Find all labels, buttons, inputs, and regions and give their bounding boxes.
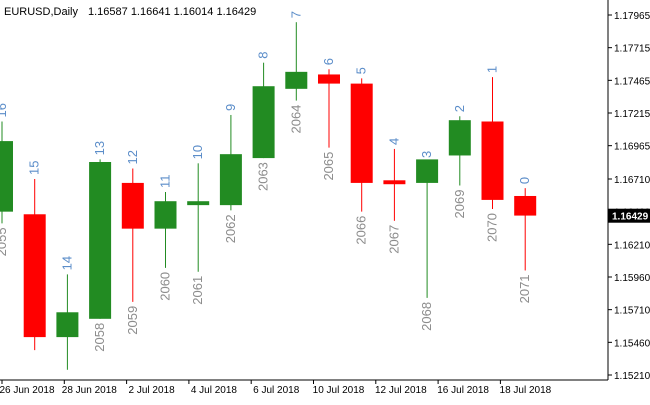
bar-index-label: 2071	[517, 274, 532, 303]
time-tick-label: 10 Jul 2018	[313, 385, 365, 396]
candle-body	[23, 214, 46, 338]
candle-7[interactable]	[219, 114, 242, 211]
price-tick-label: 1.17715	[614, 44, 650, 55]
symbol-label: EURUSD,Daily	[4, 6, 78, 18]
time-tick-label: 16 Jul 2018	[437, 385, 489, 396]
candle-body	[154, 201, 177, 229]
candle-12[interactable]	[383, 148, 406, 221]
bar-count-label: 15	[27, 161, 42, 175]
candle-body	[0, 141, 13, 212]
candle-3[interactable]	[89, 159, 112, 319]
time-tick-label: 12 Jul 2018	[375, 385, 427, 396]
candle-5[interactable]	[154, 192, 177, 268]
candle-body	[350, 83, 373, 183]
price-tick-label: 1.16210	[614, 240, 650, 251]
current-price-box	[608, 208, 650, 223]
bar-count-label: 14	[59, 256, 74, 270]
price-tick-label: 1.16710	[614, 175, 650, 186]
price-tick-label: 1.15960	[614, 273, 650, 284]
bar-index-label: 2058	[92, 323, 107, 352]
candle-body	[121, 182, 144, 229]
candle-body	[89, 162, 112, 319]
candle-body	[416, 159, 439, 183]
candle-body	[219, 154, 242, 206]
candle-8[interactable]	[252, 62, 275, 159]
candle-11[interactable]	[350, 78, 373, 212]
bar-count-label: 8	[256, 51, 271, 58]
candle-body	[252, 86, 275, 159]
bar-index-label: 2069	[452, 190, 467, 219]
time-tick-label: 28 Jun 2018	[62, 385, 117, 396]
price-tick-label: 1.17465	[614, 76, 650, 87]
candle-13[interactable]	[416, 159, 439, 298]
bar-index-label: 2065	[321, 152, 336, 181]
bar-index-label: 2067	[386, 225, 401, 254]
price-tick-label: 1.17215	[614, 109, 650, 120]
bar-index-label: 2063	[256, 162, 271, 191]
bar-number-labels: 1620551514132058122059112060102061920628…	[0, 11, 532, 352]
bar-index-label: 2070	[485, 213, 500, 242]
candle-2[interactable]	[56, 274, 79, 370]
bar-index-label: 2061	[190, 276, 205, 305]
bar-count-label: 7	[288, 11, 303, 18]
current-price-label: 1.16429	[612, 212, 649, 223]
bar-count-label: 4	[386, 138, 401, 145]
price-tick-label: 1.16965	[614, 142, 650, 153]
candle-14[interactable]	[448, 116, 471, 186]
bar-index-label: 2059	[125, 306, 140, 335]
candle-15[interactable]	[481, 77, 504, 210]
candle-body	[318, 74, 340, 84]
candle-body	[56, 312, 79, 338]
time-tick-label: 18 Jul 2018	[500, 385, 552, 396]
ohlc-readout: 1.16587 1.16641 1.16014 1.16429	[88, 6, 256, 18]
candle-body	[285, 71, 308, 89]
bar-count-label: 9	[223, 104, 238, 111]
price-tick-label: 1.15710	[614, 306, 650, 317]
bar-index-label: 2068	[419, 302, 434, 331]
bar-count-label: 6	[321, 58, 336, 65]
bar-count-label: 5	[354, 67, 369, 74]
price-tick-label: 1.15210	[614, 371, 650, 382]
price-tick-label: 1.17965	[614, 11, 650, 22]
bar-count-label: 10	[190, 145, 205, 159]
candle-4[interactable]	[121, 168, 144, 302]
bar-count-label: 2	[452, 105, 467, 112]
bar-count-label: 0	[517, 177, 532, 184]
bar-count-label: 13	[92, 141, 107, 155]
candle-6[interactable]	[187, 163, 210, 272]
time-tick-label: 4 Jul 2018	[191, 385, 238, 396]
candle-10[interactable]	[318, 69, 340, 148]
bar-count-label: 11	[158, 175, 173, 189]
bar-count-label: 1	[485, 66, 500, 73]
bar-count-label: 12	[125, 150, 140, 164]
time-tick-label: 6 Jul 2018	[253, 385, 300, 396]
bar-index-label: 2064	[288, 105, 303, 134]
candle-body	[448, 120, 471, 156]
bar-count-label: 16	[0, 103, 9, 117]
candle-body	[383, 180, 406, 185]
candle-body	[514, 195, 537, 216]
bar-index-label: 2062	[223, 214, 238, 243]
axes: 1.17965 1.17715 1.17465 1.17215 1.16965 1.167…	[0, 0, 650, 396]
candle-body	[187, 201, 210, 206]
price-tick-label: 1.15460	[614, 338, 650, 349]
candle-16[interactable]	[514, 188, 537, 271]
candles-layer	[0, 22, 537, 370]
candle-9[interactable]	[285, 22, 308, 101]
candle-0[interactable]	[0, 121, 13, 224]
candle-body	[481, 121, 504, 200]
bar-index-label: 2060	[158, 272, 173, 301]
time-tick-label: 2 Jul 2018	[129, 385, 176, 396]
bar-index-label: 2066	[354, 216, 369, 245]
time-tick-label: 26 Jun 2018	[0, 385, 55, 396]
bar-count-label: 3	[419, 151, 434, 158]
bar-index-label: 2055	[0, 227, 9, 256]
candle-1[interactable]	[23, 178, 46, 351]
